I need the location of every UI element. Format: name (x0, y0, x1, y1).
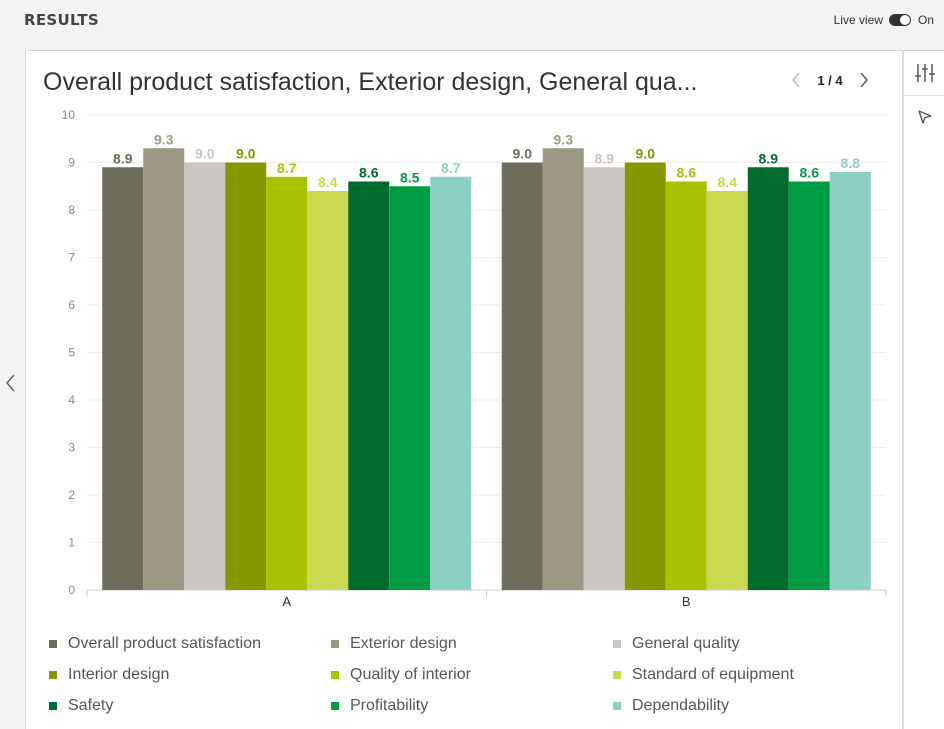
data-label: 8.4 (718, 174, 738, 190)
next-page-icon[interactable] (857, 70, 871, 90)
legend-item[interactable]: Profitability (331, 697, 428, 715)
legend-swatch (613, 640, 621, 648)
legend-label: Standard of equipment (632, 666, 794, 683)
legend-swatch (49, 671, 57, 679)
bar (266, 176, 308, 590)
bar (307, 191, 349, 590)
live-view-toggle[interactable] (888, 14, 911, 26)
legend-label: Overall product satisfaction (68, 635, 261, 652)
y-tick-label: 1 (68, 536, 75, 550)
y-tick-label: 2 (68, 488, 75, 502)
legend-item[interactable]: Safety (49, 697, 113, 715)
legend-swatch (331, 671, 339, 679)
bar (430, 176, 472, 590)
side-toolbar (903, 50, 944, 729)
legend-label: Safety (68, 697, 114, 714)
legend-label: Profitability (350, 697, 429, 714)
legend-item[interactable]: Exterior design (331, 635, 457, 653)
y-tick-label: 6 (68, 298, 75, 312)
bar (665, 181, 707, 590)
bar (184, 162, 226, 590)
live-view-state: On (917, 13, 934, 27)
collapse-left-icon[interactable] (3, 372, 19, 394)
data-label: 9.0 (236, 146, 256, 162)
filter-settings-icon[interactable] (904, 51, 944, 96)
x-category-label: A (282, 594, 291, 609)
legend-swatch (331, 702, 339, 710)
bar (747, 167, 789, 590)
bar (706, 191, 748, 590)
live-view-control: Live view On (834, 13, 934, 27)
data-label: 8.7 (441, 160, 461, 176)
data-label: 8.7 (277, 160, 297, 176)
data-label: 8.6 (359, 165, 379, 181)
data-label: 8.5 (400, 169, 420, 185)
legend-item[interactable]: General quality (613, 635, 740, 653)
legend-label: Interior design (68, 666, 170, 683)
legend-item[interactable]: Interior design (49, 666, 169, 684)
bar (788, 181, 830, 590)
data-label: 8.9 (113, 150, 133, 166)
pointer-select-icon[interactable] (904, 95, 944, 139)
y-tick-label: 3 (68, 441, 75, 455)
page-indicator: 1 / 4 (817, 72, 843, 88)
data-label: 9.3 (154, 131, 174, 147)
prev-page-icon[interactable] (789, 70, 803, 90)
legend-swatch (613, 702, 621, 710)
data-label: 8.9 (595, 150, 615, 166)
data-label: 9.0 (636, 146, 656, 162)
y-tick-label: 0 (68, 583, 75, 597)
legend-swatch (49, 640, 57, 648)
data-label: 9.0 (195, 146, 215, 162)
bar (624, 162, 666, 590)
bar (102, 167, 144, 590)
toggle-knob (899, 15, 910, 25)
data-label: 9.3 (554, 131, 574, 147)
bar (348, 181, 390, 590)
top-bar: RESULTS Live view On (0, 0, 944, 42)
legend-item[interactable]: Quality of interior (331, 666, 471, 684)
results-title: RESULTS (24, 11, 99, 29)
legend-label: Dependability (632, 697, 729, 714)
bar (143, 148, 185, 590)
y-tick-label: 8 (68, 203, 75, 217)
data-label: 8.6 (800, 165, 820, 181)
legend-label: General quality (632, 635, 740, 652)
y-tick-label: 10 (62, 108, 76, 122)
bar (389, 186, 431, 590)
legend-item[interactable]: Standard of equipment (613, 666, 794, 684)
chart-panel: Overall product satisfaction, Exterior d… (25, 50, 903, 729)
live-view-label: Live view (833, 13, 883, 27)
data-label: 8.4 (318, 174, 338, 190)
legend-label: Exterior design (350, 635, 457, 652)
y-tick-label: 9 (68, 156, 75, 170)
x-category-label: B (682, 594, 691, 609)
legend-swatch (49, 702, 57, 710)
bar (225, 162, 267, 590)
y-tick-label: 4 (68, 393, 75, 407)
bar (583, 167, 625, 590)
legend-item[interactable]: Overall product satisfaction (49, 635, 261, 653)
pager: 1 / 4 (789, 69, 871, 91)
bar (501, 162, 543, 590)
y-tick-label: 7 (68, 251, 75, 265)
data-label: 9.0 (513, 146, 533, 162)
y-tick-label: 5 (68, 346, 75, 360)
legend-item[interactable]: Dependability (613, 697, 729, 715)
data-label: 8.6 (677, 165, 697, 181)
legend-swatch (331, 640, 339, 648)
data-label: 8.9 (759, 150, 779, 166)
chart-title: Overall product satisfaction, Exterior d… (43, 68, 698, 96)
data-label: 8.8 (841, 155, 861, 171)
legend-label: Quality of interior (350, 666, 471, 683)
legend-swatch (613, 671, 621, 679)
bar-chart: 0 1 2 3 4 5 6 7 8 9 10 8.9 9.3 9.0 9.0 8.7 8.4 8.6 8.5 8.7 A… (62, 108, 887, 609)
bar (829, 172, 871, 590)
bar (542, 148, 584, 590)
